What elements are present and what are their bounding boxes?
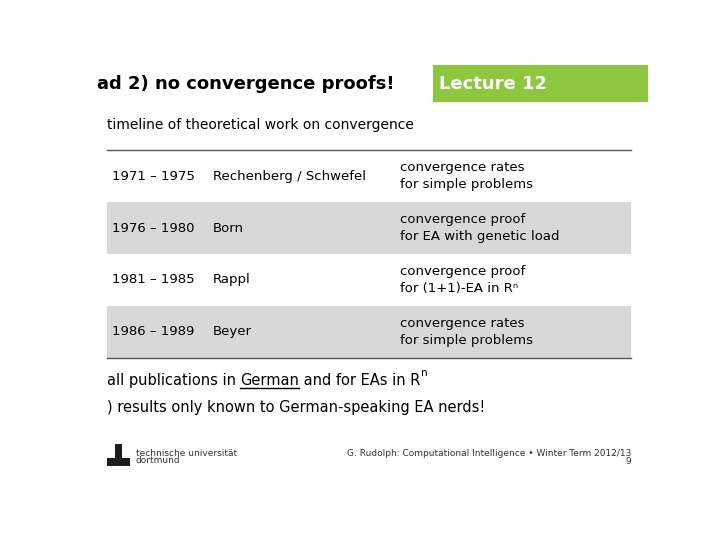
Bar [107, 202, 631, 254]
Bar [107, 150, 631, 202]
Text: dortmund: dortmund [136, 456, 181, 465]
Text: 9: 9 [626, 457, 631, 466]
Bar [107, 444, 130, 465]
Bar [433, 65, 648, 102]
Text: G. Rudolph: Computational Intelligence • Winter Term 2012/13: G. Rudolph: Computational Intelligence •… [347, 449, 631, 458]
Bar [107, 306, 631, 358]
Text: Rechenberg / Schwefel: Rechenberg / Schwefel [213, 170, 366, 183]
Text: timeline of theoretical work on convergence: timeline of theoretical work on converge… [107, 118, 413, 132]
Text: ) results only known to German-speaking EA nerds!: ) results only known to German-speaking … [107, 400, 485, 415]
Text: ad 2) no convergence proofs!: ad 2) no convergence proofs! [96, 75, 394, 92]
Text: German: German [240, 373, 300, 388]
Text: 1981 – 1985: 1981 – 1985 [112, 273, 195, 287]
Text: convergence proof
for EA with genetic load: convergence proof for EA with genetic lo… [400, 213, 559, 243]
Bar [90, 65, 433, 102]
Text: 1976 – 1980: 1976 – 1980 [112, 221, 195, 234]
Text: n: n [420, 368, 427, 379]
Text: Lecture 12: Lecture 12 [438, 75, 546, 92]
Text: all publications in: all publications in [107, 373, 240, 388]
Text: convergence rates
for simple problems: convergence rates for simple problems [400, 161, 533, 191]
Text: Born: Born [213, 221, 244, 234]
Text: convergence proof
for (1+1)-EA in Rⁿ: convergence proof for (1+1)-EA in Rⁿ [400, 265, 525, 295]
Text: and for EAs in R: and for EAs in R [300, 373, 420, 388]
Text: technische universität: technische universität [136, 449, 237, 458]
Bar [107, 254, 631, 306]
Text: 1971 – 1975: 1971 – 1975 [112, 170, 195, 183]
Text: convergence rates
for simple problems: convergence rates for simple problems [400, 317, 533, 347]
Bar [107, 444, 114, 458]
Text: Beyer: Beyer [213, 326, 252, 339]
Text: Rappl: Rappl [213, 273, 251, 287]
Bar [122, 444, 130, 458]
Text: 1986 – 1989: 1986 – 1989 [112, 326, 194, 339]
